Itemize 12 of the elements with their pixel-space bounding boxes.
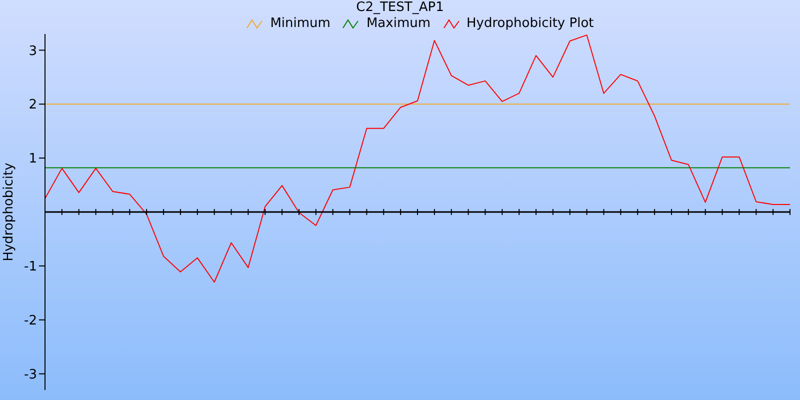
- legend-label: Maximum: [366, 16, 431, 31]
- y-axis-title: Hydrophobicity: [2, 162, 17, 262]
- legend-label: Hydrophobicity Plot: [466, 16, 594, 31]
- chart-title: C2_TEST_AP1: [355, 0, 445, 15]
- y-tick-label: -1: [24, 260, 37, 275]
- line-series: [45, 34, 790, 283]
- y-tick-label: -3: [24, 367, 37, 382]
- y-tick-label: -2: [24, 313, 37, 328]
- y-tick-label: 1: [28, 152, 37, 167]
- y-tick-label: 3: [28, 44, 37, 59]
- legend-label: Minimum: [270, 16, 330, 31]
- y-tick-label: 2: [28, 98, 37, 113]
